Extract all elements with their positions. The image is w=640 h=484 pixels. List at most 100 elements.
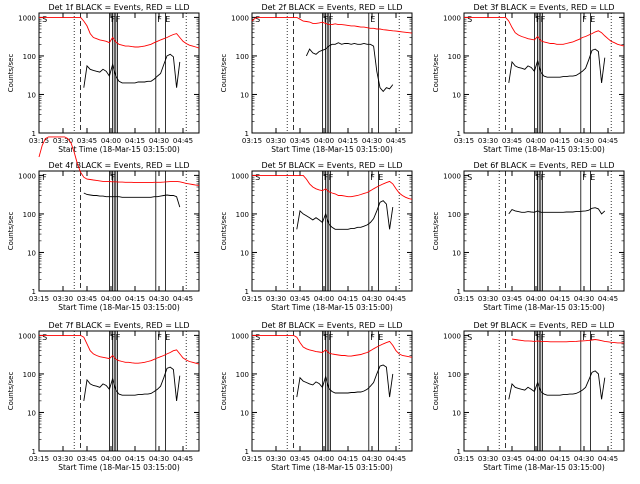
event-flag-label: F xyxy=(329,15,334,24)
x-tick-label: 04:45 xyxy=(173,455,193,463)
y-tick-label: 1000 xyxy=(443,332,461,340)
y-tick-label: 10 xyxy=(452,249,461,257)
event-flag-label: F xyxy=(536,15,541,24)
panel-det-8: Det 8f BLACK = Events, RED = LLD 1 10 100 10… xyxy=(220,321,413,472)
y-axis-label: Counts/sec xyxy=(220,212,228,251)
event-flag-label: F xyxy=(42,173,47,182)
event-flag-label: E xyxy=(590,333,595,342)
x-tick-label: 03:45 xyxy=(502,295,522,303)
y-tick-label: 100 xyxy=(23,371,36,379)
x-tick-label: 04:45 xyxy=(598,295,618,303)
x-tick-label: 03:15 xyxy=(242,137,262,145)
plot-frame xyxy=(251,330,413,452)
x-tick-label: 03:15 xyxy=(454,455,474,463)
event-flag-label: E xyxy=(165,15,170,24)
series-events-line xyxy=(508,48,606,83)
event-flag-label: F xyxy=(582,333,587,342)
y-axis-label: Counts/sec xyxy=(7,212,15,251)
x-tick-label: 04:15 xyxy=(550,455,570,463)
event-flag-label: F xyxy=(329,173,334,182)
x-axis-label: Start Time (18-Mar-15 03:15:00) xyxy=(483,463,605,472)
x-tick-label: 04:00 xyxy=(526,137,546,145)
panel-det-9: Det 9f BLACK = Events, RED = LLD 1 10 100 10… xyxy=(432,321,625,472)
event-flag-label: S xyxy=(467,173,472,182)
event-flag-label: S xyxy=(42,15,47,24)
series-lld-line xyxy=(39,334,200,365)
y-tick-label: 100 xyxy=(236,53,249,61)
y-tick-label: 10 xyxy=(240,91,249,99)
plot-frame xyxy=(251,170,413,292)
x-axis-label: Start Time (18-Mar-15 03:15:00) xyxy=(58,145,180,154)
x-tick-label: 04:30 xyxy=(362,295,382,303)
plot-frame xyxy=(463,12,625,134)
plot-title: Det 5f BLACK = Events, RED = LLD xyxy=(261,161,402,170)
x-tick-label: 04:15 xyxy=(125,455,145,463)
event-flag-label: F xyxy=(111,15,116,24)
plot-frame xyxy=(38,330,200,452)
event-flag-label: S xyxy=(467,15,472,24)
x-tick-label: 03:30 xyxy=(53,455,73,463)
x-tick-label: 03:15 xyxy=(29,137,49,145)
x-tick-label: 04:45 xyxy=(173,137,193,145)
x-tick-label: 04:00 xyxy=(101,455,121,463)
y-axis-label: Counts/sec xyxy=(7,372,15,411)
x-tick-label: 03:45 xyxy=(77,295,97,303)
event-flag-label: S xyxy=(42,333,47,342)
plot-title: Det 6f BLACK = Events, RED = LLD xyxy=(473,161,614,170)
y-tick-label: 100 xyxy=(448,371,461,379)
x-tick-label: 03:45 xyxy=(77,137,97,145)
y-tick-label: 1 xyxy=(457,448,461,456)
x-axis-label: Start Time (18-Mar-15 03:15:00) xyxy=(58,303,180,312)
event-flag-label: F xyxy=(536,173,541,182)
x-tick-label: 04:00 xyxy=(314,455,334,463)
x-tick-label: 03:45 xyxy=(502,137,522,145)
x-tick-label: 04:45 xyxy=(386,137,406,145)
event-flag-label: F xyxy=(582,15,587,24)
x-tick-label: 04:45 xyxy=(598,137,618,145)
event-flag-label: E xyxy=(590,173,595,182)
y-axis-label: Counts/sec xyxy=(7,54,15,93)
y-axis-label: Counts/sec xyxy=(220,54,228,93)
event-flag-label: F xyxy=(541,173,546,182)
y-tick-label: 10 xyxy=(452,91,461,99)
event-flag-label: F xyxy=(582,173,587,182)
y-tick-label: 10 xyxy=(452,409,461,417)
event-flag-label: F xyxy=(541,15,546,24)
plot-title: Det 1f BLACK = Events, RED = LLD xyxy=(48,3,189,12)
x-tick-label: 04:30 xyxy=(574,455,594,463)
event-flag-label: F xyxy=(329,333,334,342)
x-tick-label: 04:45 xyxy=(386,295,406,303)
event-flag-label: F xyxy=(536,333,541,342)
event-flag-label: F xyxy=(111,173,116,182)
x-tick-label: 04:00 xyxy=(314,137,334,145)
x-tick-label: 04:30 xyxy=(362,137,382,145)
y-tick-label: 100 xyxy=(23,211,36,219)
x-axis-label: Start Time (18-Mar-15 03:15:00) xyxy=(483,145,605,154)
x-axis-label: Start Time (18-Mar-15 03:15:00) xyxy=(271,463,393,472)
x-tick-label: 04:00 xyxy=(101,137,121,145)
x-tick-label: 04:15 xyxy=(125,295,145,303)
x-tick-label: 04:30 xyxy=(574,137,594,145)
y-axis-label: Counts/sec xyxy=(220,372,228,411)
x-tick-label: 03:15 xyxy=(242,295,262,303)
y-tick-label: 1000 xyxy=(231,14,249,22)
x-tick-label: 03:45 xyxy=(290,455,310,463)
event-flag-label: F xyxy=(370,173,375,182)
y-tick-label: 1 xyxy=(457,288,461,296)
x-axis-label: Start Time (18-Mar-15 03:15:00) xyxy=(271,303,393,312)
x-tick-label: 04:45 xyxy=(386,455,406,463)
series-lld-line xyxy=(39,16,200,49)
event-flag-label: S xyxy=(255,173,260,182)
plot-frame xyxy=(38,170,200,292)
series-events-line xyxy=(296,200,394,230)
event-flag-label: E xyxy=(370,15,375,24)
x-tick-label: 03:30 xyxy=(266,295,286,303)
x-tick-label: 04:30 xyxy=(574,295,594,303)
y-tick-label: 1000 xyxy=(18,14,36,22)
event-flag-label: F xyxy=(157,15,162,24)
panel-det-5: Det 5f BLACK = Events, RED = LLD 1 10 100 10… xyxy=(220,161,413,312)
x-tick-label: 03:15 xyxy=(242,455,262,463)
plot-frame xyxy=(251,12,413,134)
y-tick-label: 1 xyxy=(457,130,461,138)
